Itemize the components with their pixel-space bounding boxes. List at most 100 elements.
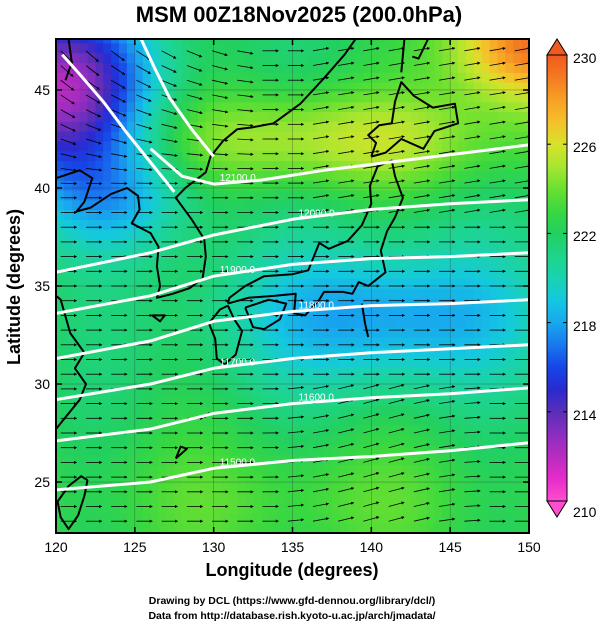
heatmap-cell [371, 258, 380, 269]
heatmap-cell [434, 513, 443, 524]
heatmap-cell [394, 258, 404, 269]
heatmap-cell [292, 493, 301, 505]
heatmap-cell [450, 180, 459, 191]
heatmap-cell [489, 52, 499, 64]
wind-arrow [287, 444, 305, 449]
heatmap-cell [284, 91, 294, 103]
heatmap-cell [473, 464, 483, 475]
coastline [174, 445, 188, 460]
heatmap-cell [434, 376, 443, 387]
wind-arrow [439, 488, 456, 493]
heatmap-cell [221, 101, 231, 113]
y-tick-label: 35 [34, 278, 50, 294]
heatmap-cell [442, 140, 451, 152]
heatmap-cell [308, 366, 317, 377]
heatmap-cell [276, 229, 286, 240]
heatmap-cell [521, 287, 529, 299]
heatmap-cell [324, 199, 333, 211]
heatmap-cell [521, 72, 529, 83]
heatmap-cell [410, 434, 420, 446]
heatmap-cell [387, 287, 396, 299]
heatmap-cell [150, 39, 160, 44]
heatmap-cell [339, 425, 349, 436]
heatmap-cell [205, 39, 215, 44]
heatmap-cell [87, 425, 97, 436]
heatmap-cell [111, 493, 120, 505]
heatmap-cell [119, 385, 128, 397]
wind-arrow [413, 428, 430, 434]
heatmap-cell [205, 503, 215, 514]
heatmap-cell [268, 258, 278, 269]
heatmap-cell [379, 62, 388, 73]
heatmap-cell [229, 101, 238, 113]
heatmap-cell [363, 405, 372, 416]
heatmap-cell [371, 52, 380, 64]
heatmap-cell [79, 415, 89, 426]
heatmap-cell [79, 395, 89, 407]
heatmap-cell [174, 101, 183, 113]
heatmap-cell [363, 317, 372, 328]
heatmap-cell [300, 356, 309, 367]
heatmap-cell [434, 229, 443, 240]
wind-arrow [60, 109, 76, 118]
x-tick-label: 135 [281, 539, 305, 555]
heatmap-cell [221, 62, 231, 73]
heatmap-cell [505, 464, 514, 475]
heatmap-cell [142, 523, 152, 533]
heatmap-cell [174, 346, 183, 358]
heatmap-cell [300, 238, 309, 250]
heatmap-cell [87, 111, 97, 122]
heatmap-cell [166, 493, 175, 505]
heatmap-cell [174, 140, 183, 152]
heatmap-cell [103, 62, 112, 73]
heatmap-cell [71, 425, 81, 436]
heatmap-cell [410, 385, 420, 397]
heatmap-cell [505, 385, 514, 397]
heatmap-cell [56, 121, 65, 132]
heatmap-cell [355, 483, 365, 495]
heatmap-cell [142, 454, 152, 465]
heatmap-cell [221, 454, 231, 465]
heatmap-cell [276, 454, 286, 465]
heatmap-cell [268, 395, 278, 407]
heatmap-cell [260, 180, 270, 191]
heatmap-cell [426, 474, 435, 485]
heatmap-cell [458, 238, 467, 250]
heatmap-cell [237, 336, 246, 348]
heatmap-cell [402, 366, 412, 377]
heatmap-cell [158, 346, 167, 358]
heatmap-cell [79, 434, 89, 446]
heatmap-cell [111, 121, 120, 132]
heatmap-cell [371, 376, 380, 387]
heatmap-cell [402, 258, 412, 269]
heatmap-cell [513, 287, 522, 299]
heatmap-cell [205, 170, 215, 181]
heatmap-cell [481, 287, 491, 299]
heatmap-cell [402, 268, 412, 279]
heatmap-cell [276, 434, 286, 446]
heatmap-cell [150, 121, 160, 132]
heatmap-cell [213, 376, 223, 387]
heatmap-cell [418, 327, 428, 338]
heatmap-cell [347, 385, 357, 397]
heatmap-cell [387, 503, 396, 514]
heatmap-cell [87, 405, 97, 416]
heatmap-cell [410, 258, 420, 269]
heatmap-cell [119, 39, 128, 44]
heatmap-cell [103, 199, 112, 211]
heatmap-cell [513, 523, 522, 533]
heatmap-cell [221, 415, 231, 426]
heatmap-cell [166, 101, 175, 113]
heatmap-cell [450, 111, 459, 122]
heatmap-cell [387, 238, 396, 250]
heatmap-cell [387, 209, 396, 220]
heatmap-cell [371, 131, 380, 142]
heatmap-cell [355, 42, 365, 54]
heatmap-cell [363, 91, 372, 103]
heatmap-cell [339, 474, 349, 485]
heatmap-cell [276, 405, 286, 416]
wind-arrow [287, 518, 305, 522]
heatmap-cell [394, 297, 404, 309]
heatmap-cell [473, 170, 483, 181]
heatmap-cell [79, 140, 89, 152]
